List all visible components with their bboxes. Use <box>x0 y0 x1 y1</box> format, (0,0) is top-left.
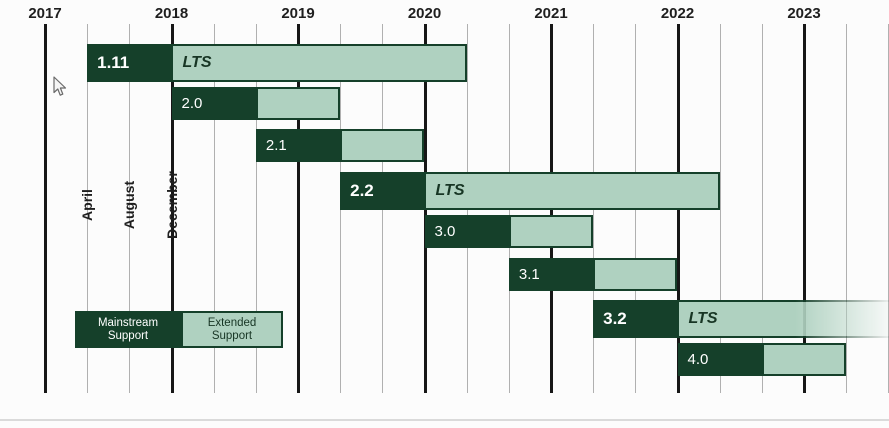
extended-segment <box>508 214 594 248</box>
gridline-minor <box>129 24 131 393</box>
legend-extended-box: Extended Support <box>181 311 283 348</box>
version-label: 1.11 <box>97 53 130 72</box>
gridline-minor <box>761 24 763 393</box>
release-bar-3.2: 3.2 LTS <box>593 300 889 339</box>
version-label: 2.2 <box>350 181 374 201</box>
gridline-minor <box>846 24 848 393</box>
gridline-major <box>297 24 300 393</box>
year-label: 2022 <box>660 5 695 22</box>
gridline-major <box>44 24 47 393</box>
release-bar-3.0: 3.0 <box>424 214 594 248</box>
mouse-cursor-icon <box>53 76 67 96</box>
release-bar-3.1: 3.1 <box>508 257 678 291</box>
mainstream-segment: 3.0 <box>424 214 509 248</box>
legend: Mainstream Support Extended Support <box>75 311 283 348</box>
year-label: 2017 <box>28 5 62 22</box>
mainstream-segment: 4.0 <box>677 342 762 376</box>
mainstream-segment: 3.2 <box>593 300 678 339</box>
legend-extended-label: Extended Support <box>207 316 257 342</box>
release-bar-1.11: 1.11 LTS <box>87 44 467 82</box>
release-bar-2.1: 2.1 <box>255 129 425 163</box>
bottom-divider <box>0 419 889 421</box>
version-label: 2.1 <box>265 137 287 155</box>
legend-mainstream-box: Mainstream Support <box>75 311 181 348</box>
extended-segment: LTS <box>424 172 720 211</box>
mainstream-segment: 2.2 <box>340 172 425 211</box>
version-label: 3.2 <box>603 309 627 329</box>
legend-mainstream-label: Mainstream Support <box>97 316 159 342</box>
year-label: 2019 <box>281 5 315 22</box>
gridline-major <box>803 24 806 393</box>
version-label: 2.0 <box>181 94 203 112</box>
release-bar-4.0: 4.0 <box>677 342 847 376</box>
gridline-minor <box>255 24 257 393</box>
year-label: 2018 <box>154 5 189 22</box>
release-bar-2.2: 2.2 LTS <box>340 172 720 211</box>
gridline-major <box>170 24 174 393</box>
extended-segment <box>340 129 425 163</box>
extended-segment <box>761 342 847 376</box>
extended-segment <box>593 257 678 291</box>
version-label: 3.1 <box>518 265 540 283</box>
year-label: 2021 <box>534 5 568 22</box>
mainstream-segment: 3.1 <box>508 257 594 291</box>
release-bar-2.0: 2.0 <box>171 86 341 120</box>
extended-segment: LTS <box>171 44 467 82</box>
lts-label: LTS <box>182 54 212 71</box>
mainstream-segment: 2.1 <box>255 129 341 163</box>
mainstream-segment: 2.0 <box>171 86 256 120</box>
extended-segment: LTS <box>677 300 889 339</box>
year-label: 2020 <box>407 5 442 22</box>
version-label: 4.0 <box>687 350 709 368</box>
month-label: December <box>163 171 180 239</box>
gridline-minor <box>719 24 721 393</box>
year-label: 2023 <box>787 5 821 22</box>
month-label: August <box>121 180 138 230</box>
gridline-minor <box>213 24 215 393</box>
lts-label: LTS <box>688 310 718 328</box>
version-label: 3.0 <box>434 222 456 240</box>
month-label: April <box>79 189 96 221</box>
lts-label: LTS <box>435 182 465 200</box>
extended-segment <box>255 86 341 120</box>
mainstream-segment: 1.11 <box>87 44 172 82</box>
gridline-minor <box>87 24 89 393</box>
